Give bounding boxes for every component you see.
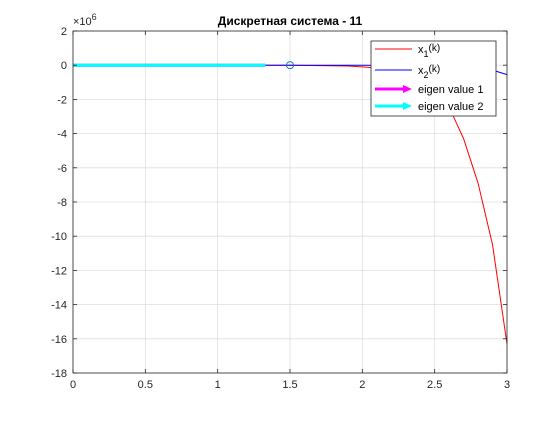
chart-title: Дискретная система - 11 <box>218 14 363 28</box>
y-tick-label: -10 <box>51 231 67 243</box>
y-tick-label: -8 <box>57 197 67 209</box>
y-tick-label: -18 <box>51 368 67 380</box>
y-exponent-base: ×10 <box>73 16 92 28</box>
legend-label-1: x1(k) <box>418 43 440 59</box>
y-tick-label: -6 <box>57 163 67 175</box>
legend-arrowhead-3 <box>403 85 412 93</box>
y-tick-label: 2 <box>61 26 67 38</box>
legend-label-3: eigen value 1 <box>418 84 483 96</box>
x-tick-label: 2.5 <box>427 379 442 391</box>
y-tick-label: 0 <box>61 60 67 72</box>
y-exponent-power: 6 <box>92 12 97 22</box>
x-tick-label: 2 <box>359 379 365 391</box>
x-tick-label: 0 <box>70 379 76 391</box>
marker-circle <box>286 61 294 70</box>
y-exponent-label: ×106 <box>73 12 97 28</box>
y-tick-label: -14 <box>51 300 67 312</box>
y-tick-label: -12 <box>51 265 67 277</box>
legend-arrowhead-4 <box>403 102 412 110</box>
x-tick-label: 1.5 <box>282 379 297 391</box>
x-tick-label: 1 <box>215 379 221 391</box>
tick-labels: 0 0.5 1 1.5 2 2.5 3 2 0 -2 -4 -6 -8 -10 -12 -14 -16 -18 <box>51 26 510 391</box>
legend: x1(k) x2(k) eigen value 1 eigen value 2 <box>370 40 497 117</box>
legend-label-4: eigen value 2 <box>418 101 483 113</box>
x-tick-label: 3 <box>504 379 510 391</box>
legend-label-2: x2(k) <box>418 64 440 80</box>
legend-items: x1(k) x2(k) eigen value 1 eigen value 2 <box>375 43 483 113</box>
ticks <box>72 30 508 374</box>
x-tick-label: 0.5 <box>138 379 153 391</box>
y-tick-label: -4 <box>57 129 67 141</box>
legend-box <box>370 40 497 117</box>
y-tick-label: -2 <box>57 94 67 106</box>
y-tick-label: -16 <box>51 334 67 346</box>
